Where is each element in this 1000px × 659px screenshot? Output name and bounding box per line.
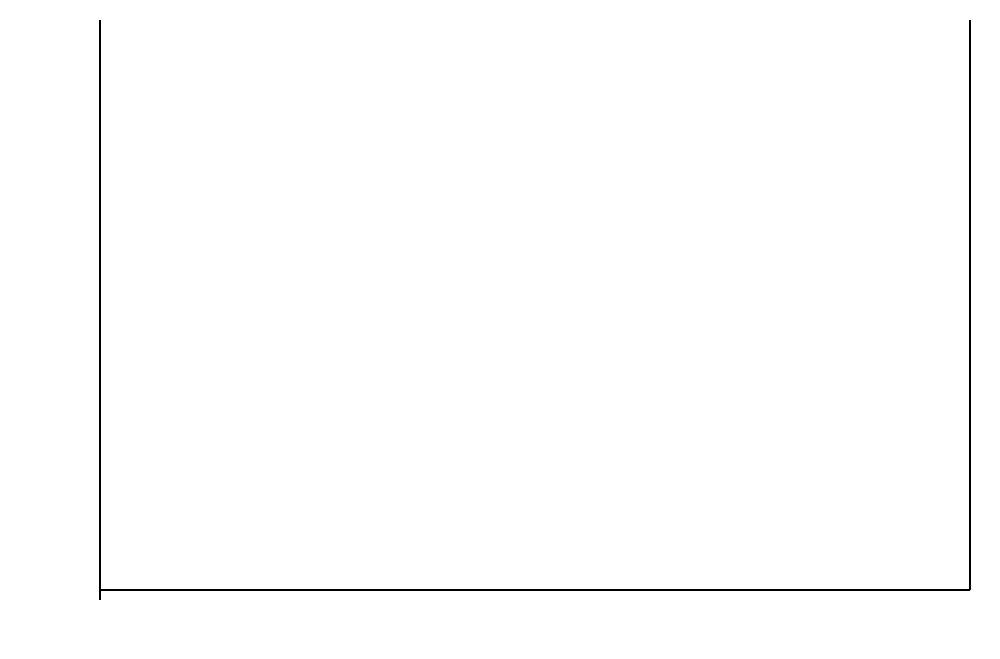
chart-svg [0,0,1000,659]
dose-response-chart [0,0,1000,659]
